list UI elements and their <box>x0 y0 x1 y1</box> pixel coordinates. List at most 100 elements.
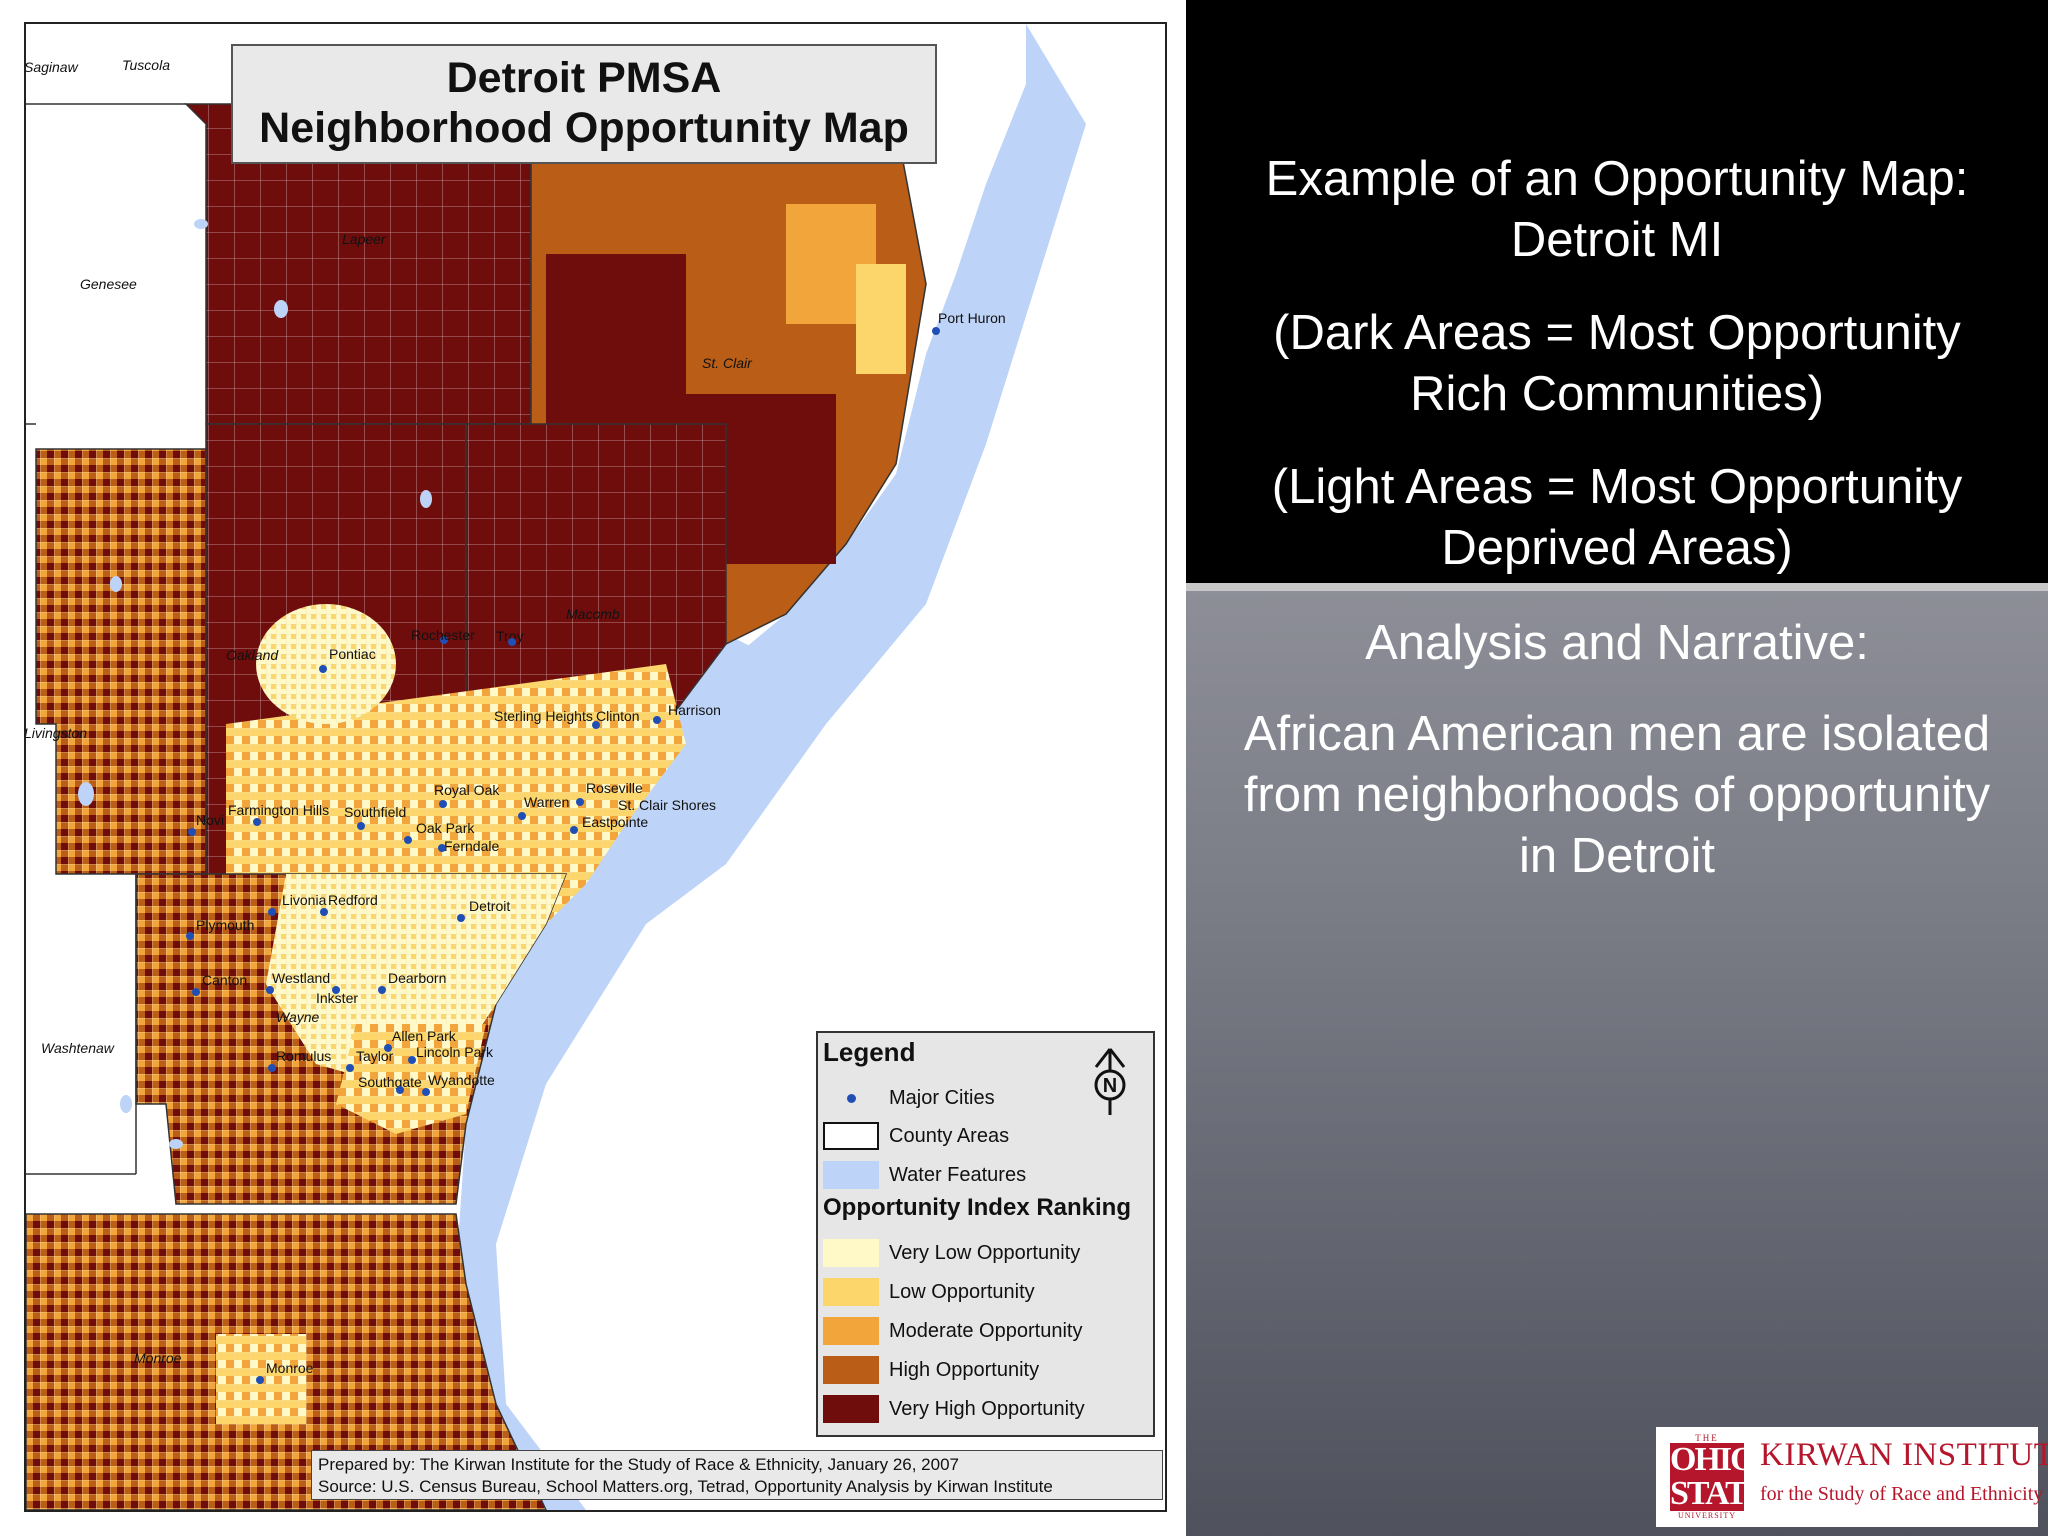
map-subtitle: Neighborhood Opportunity Map <box>259 104 909 152</box>
legend-low: Low Opportunity <box>823 1277 1035 1307</box>
water-swatch <box>823 1161 879 1189</box>
city-dot <box>378 986 386 994</box>
city-pontiac: Pontiac <box>329 646 376 662</box>
label-st-clair: St. Clair <box>702 355 752 371</box>
city-rochester: Rochester <box>411 627 475 643</box>
credit-box: Prepared by: The Kirwan Institute for th… <box>311 1450 1163 1500</box>
city-dot <box>256 1376 264 1384</box>
city-dot <box>268 908 276 916</box>
label-tuscola: Tuscola <box>122 57 170 73</box>
city-westland: Westland <box>272 970 331 986</box>
legend-label: High Opportunity <box>889 1358 1040 1381</box>
legend-very-low: Very Low Opportunity <box>823 1238 1080 1268</box>
map-title: Detroit PMSA <box>446 54 722 102</box>
city-dot <box>932 327 940 335</box>
city-wyandotte: Wyandotte <box>428 1072 495 1088</box>
city-farmington-hills: Farmington Hills <box>228 802 330 818</box>
legend-label: Moderate Opportunity <box>889 1319 1083 1342</box>
kirwan-logo: THE OHIO STATE UNIVERSITY KIRWAN INSTITU… <box>1656 1427 2048 1527</box>
legend-county-areas: County Areas <box>823 1121 1009 1151</box>
city-detroit: Detroit <box>469 898 511 914</box>
label-oakland: Oakland <box>226 647 279 663</box>
high-swatch <box>823 1356 879 1384</box>
county-swatch <box>823 1122 879 1150</box>
narrative-line-2: from neighborhoods of opportunity <box>1243 768 1991 822</box>
city-dot <box>319 665 327 673</box>
city-ferndale: Ferndale <box>444 838 500 854</box>
map-legend: Legend N Major Cities County Areas <box>816 1031 1155 1437</box>
city-dot <box>266 986 274 994</box>
city-dot <box>457 914 465 922</box>
city-dot <box>268 1064 276 1072</box>
label-saginaw: Saginaw <box>24 59 78 75</box>
city-allen-park: Allen Park <box>392 1028 456 1044</box>
legend-label: Major Cities <box>889 1086 995 1109</box>
map-title-box: Detroit PMSA Neighborhood Opportunity Ma… <box>231 44 937 164</box>
panel-divider <box>1186 583 2048 591</box>
credit-source: Source: U.S. Census Bureau, School Matte… <box>318 1477 1053 1496</box>
city-southgate: Southgate <box>358 1074 422 1090</box>
city-st-clair-shores: St. Clair Shores <box>618 797 717 813</box>
logo-name: KIRWAN INSTITUTE <box>1760 1437 2048 1473</box>
city-dot <box>438 844 446 852</box>
city-royal-oak: Royal Oak <box>434 782 500 798</box>
city-dot <box>440 636 448 644</box>
city-dot <box>188 828 196 836</box>
city-eastpointe: Eastpointe <box>582 814 649 830</box>
city-dot <box>576 798 584 806</box>
city-dot <box>186 932 194 940</box>
credit-prepared-by: Prepared by: The Kirwan Institute for th… <box>318 1455 960 1474</box>
city-monroe: Monroe <box>266 1360 314 1376</box>
city-dot <box>192 988 200 996</box>
map-panel: Detroit PMSA Neighborhood Opportunity Ma… <box>0 0 1186 1536</box>
city-taylor: Taylor <box>356 1048 394 1064</box>
summary-line-5: (Light Areas = Most Opportunity <box>1271 460 1963 514</box>
city-warren: Warren <box>524 794 570 810</box>
north-label: N <box>1103 1075 1117 1097</box>
label-macomb: Macomb <box>566 606 620 622</box>
legend-water-features: Water Features <box>823 1160 1026 1190</box>
city-dot <box>253 818 261 826</box>
city-plymouth: Plymouth <box>196 917 255 933</box>
narrative-line-1: African American men are isolated <box>1243 707 1991 761</box>
city-dot <box>357 822 365 830</box>
legend-very-high: Very High Opportunity <box>823 1394 1085 1424</box>
city-lincoln-park: Lincoln Park <box>416 1044 494 1060</box>
label-port-huron: Port Huron <box>938 310 1006 326</box>
narrative-line-3: in Detroit <box>1518 829 1716 883</box>
north-arrow-icon: N <box>1094 1048 1126 1115</box>
legend-label: Water Features <box>889 1163 1027 1186</box>
legend-major-cities: Major Cities <box>823 1083 995 1113</box>
city-dot <box>384 1044 392 1052</box>
livingston-county <box>35 448 207 875</box>
low-swatch <box>823 1278 879 1306</box>
summary-line-4: Rich Communities) <box>1410 367 1824 421</box>
legend-label: Very Low Opportunity <box>889 1241 1081 1264</box>
city-canton: Canton <box>202 972 248 988</box>
city-southfield: Southfield <box>344 804 407 820</box>
detroit-core <box>266 874 566 1084</box>
summary-line-2: Detroit MI <box>1510 213 1724 267</box>
city-oak-park: Oak Park <box>416 820 475 836</box>
city-dot <box>518 812 526 820</box>
city-livonia: Livonia <box>282 892 327 908</box>
legend-label: Low Opportunity <box>889 1280 1035 1303</box>
city-dearborn: Dearborn <box>388 970 447 986</box>
moderate-swatch <box>823 1317 879 1345</box>
city-dot <box>508 638 516 646</box>
city-dot <box>422 1088 430 1096</box>
narrative-panel: Analysis and Narrative: African American… <box>1186 591 2048 1536</box>
city-harrison: Harrison <box>668 702 721 718</box>
ohio-state-logo: THE OHIO STATE UNIVERSITY <box>1670 1433 1768 1521</box>
label-lapeer: Lapeer <box>342 231 386 247</box>
legend-title: Legend <box>823 1037 916 1067</box>
city-dot <box>404 836 412 844</box>
city-dot <box>320 908 328 916</box>
city-romulus: Romulus <box>276 1048 332 1064</box>
city-dot <box>653 716 661 724</box>
city-troy: Troy <box>496 628 524 644</box>
city-sterling-heights: Sterling Heights <box>494 708 593 724</box>
city-dot <box>346 1064 354 1072</box>
label-washtenaw: Washtenaw <box>41 1040 114 1056</box>
